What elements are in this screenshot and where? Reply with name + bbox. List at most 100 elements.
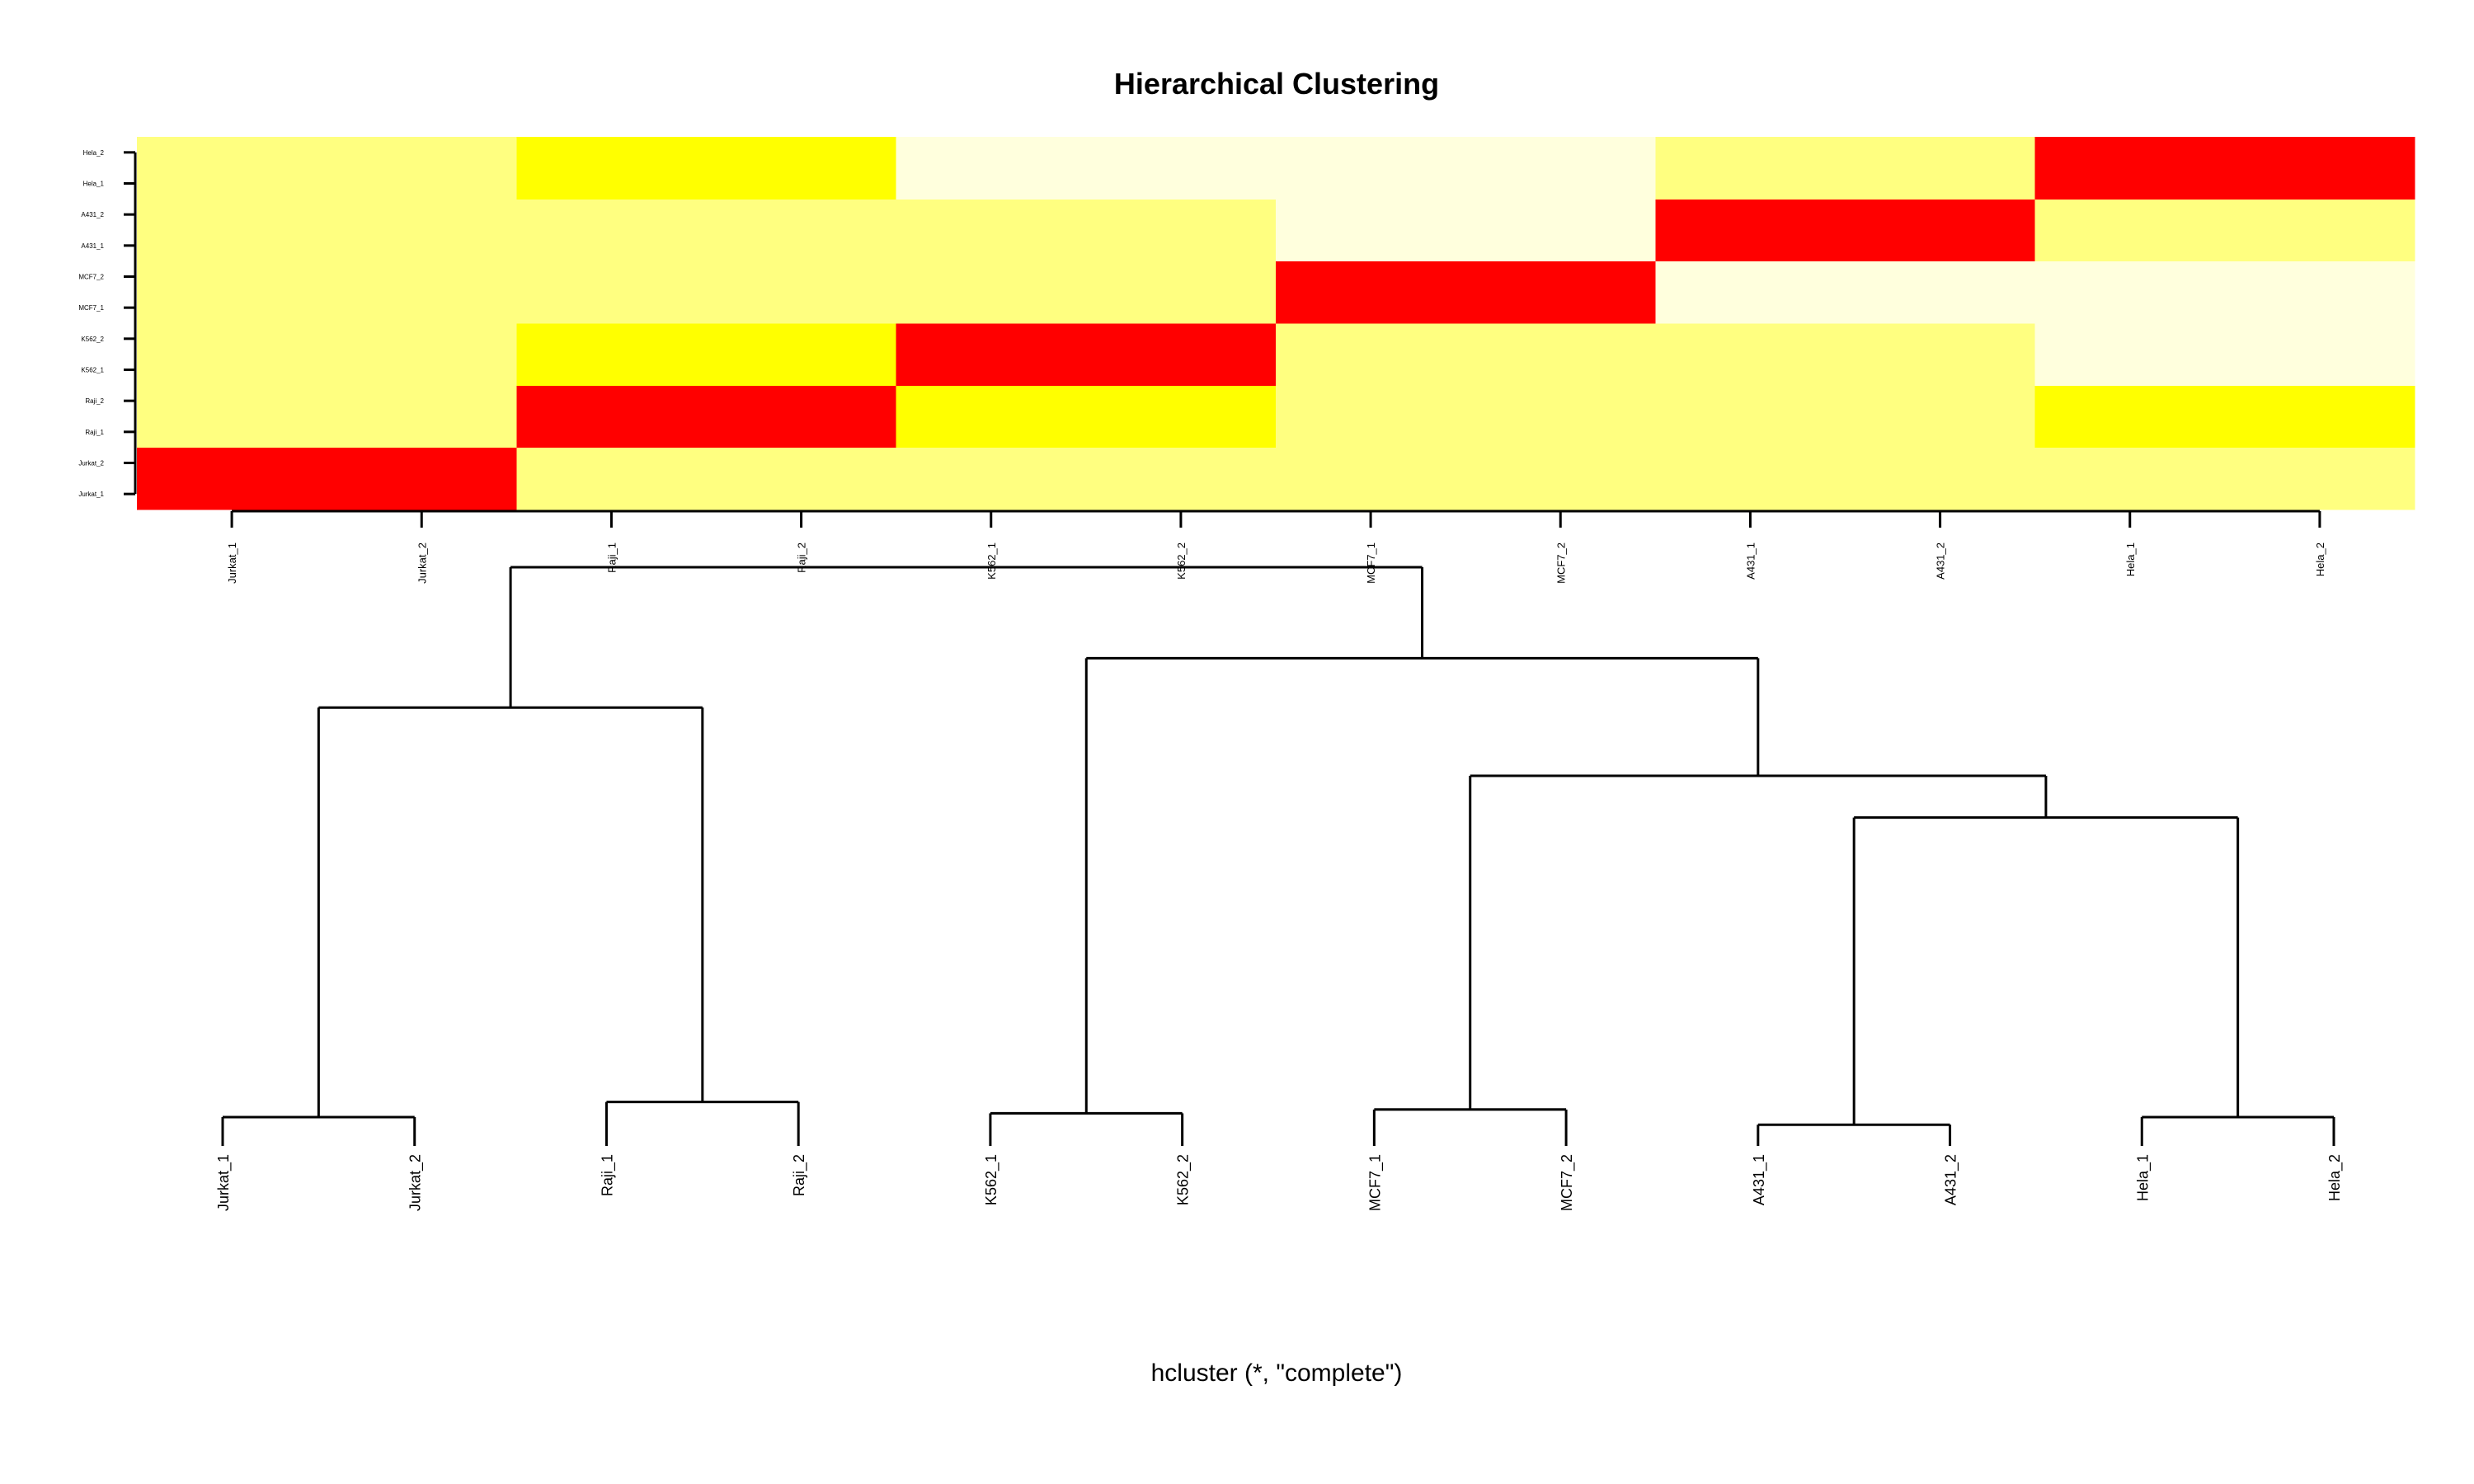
heatmap-cell-Hela_1-A431_2	[1845, 167, 2036, 200]
heatmap-cell-K562_2-Hela_2	[2224, 323, 2415, 355]
heatmap-cell-K562_1-Jurkat_2	[327, 354, 517, 386]
heatmap-cell-Raji_1-Jurkat_2	[327, 416, 517, 448]
heatmap-cell-MCF7_1-MCF7_2	[1465, 292, 1656, 324]
heatmap-cell-Jurkat_1-Raji_2	[706, 478, 897, 510]
heatmap-cell-Jurkat_1-Raji_1	[516, 478, 707, 510]
heatmap-cell-Raji_2-A431_2	[1845, 385, 2036, 417]
heatmap-cell-K562_1-Hela_2	[2224, 354, 2415, 386]
heatmap-y-tick-label: Hela_1	[83, 181, 105, 188]
heatmap-cell-K562_2-Raji_2	[706, 323, 897, 355]
heatmap-cell-MCF7_1-K562_1	[896, 292, 1087, 324]
heatmap-x-tick-label: Raji_2	[796, 542, 808, 573]
heatmap-cell-MCF7_1-K562_2	[1085, 292, 1277, 324]
heatmap-x-tick-label: MCF7_1	[1365, 542, 1377, 584]
heatmap-x-tick-label: Raji_1	[605, 542, 618, 573]
heatmap-cell-Raji_2-MCF7_1	[1276, 385, 1466, 417]
heatmap-cell-Hela_2-MCF7_2	[1465, 137, 1656, 169]
heatmap-cell-A431_1-K562_2	[1085, 230, 1277, 262]
heatmap-cell-A431_2-MCF7_2	[1465, 199, 1656, 231]
heatmap-cell-Hela_2-Raji_1	[516, 137, 707, 169]
heatmap-cell-A431_1-A431_1	[1655, 230, 1846, 262]
heatmap-cell-A431_2-Hela_2	[2224, 199, 2415, 231]
heatmap-cell-Jurkat_2-A431_2	[1845, 447, 2036, 479]
heatmap-x-tick-label: A431_1	[1744, 542, 1757, 580]
heatmap-cell-A431_1-Raji_1	[516, 230, 707, 262]
dendrogram-leaf-label: Raji_2	[791, 1154, 808, 1196]
heatmap-y-tick-label: Jurkat_2	[78, 460, 104, 467]
heatmap-cell-A431_1-MCF7_2	[1465, 230, 1656, 262]
heatmap-cell-Raji_1-K562_2	[1085, 416, 1277, 448]
heatmap-cell-MCF7_2-Hela_1	[2034, 261, 2226, 293]
heatmap-cell-A431_2-A431_1	[1655, 199, 1846, 231]
heatmap-cell-K562_1-Hela_1	[2034, 354, 2226, 386]
heatmap-cell-Jurkat_1-MCF7_1	[1276, 478, 1466, 510]
heatmap-cell-Jurkat_2-Raji_2	[706, 447, 897, 479]
dendrogram-leaf-label: A431_2	[1943, 1154, 1960, 1205]
heatmap-cell-Hela_1-K562_1	[896, 167, 1087, 200]
heatmap-cell-Hela_2-MCF7_1	[1276, 137, 1466, 169]
heatmap-cell-Hela_2-Raji_2	[706, 137, 897, 169]
heatmap-y-tick-label: Raji_1	[85, 429, 104, 436]
heatmap-cell-MCF7_1-Jurkat_1	[137, 292, 327, 324]
heatmap-cell-Hela_1-Raji_1	[516, 167, 707, 200]
heatmap-cell-Raji_2-K562_1	[896, 385, 1087, 417]
heatmap-cell-A431_2-K562_1	[896, 199, 1087, 231]
dendrogram-method-label: hcluster (*, "complete")	[1151, 1360, 1403, 1387]
heatmap-cell-Jurkat_2-K562_1	[896, 447, 1087, 479]
heatmap-cell-A431_2-Raji_2	[706, 199, 897, 231]
heatmap-cell-A431_1-MCF7_1	[1276, 230, 1466, 262]
heatmap-y-tick-label: A431_1	[81, 242, 104, 250]
heatmap-cell-K562_2-MCF7_2	[1465, 323, 1656, 355]
heatmap-cell-Hela_1-Jurkat_2	[327, 167, 517, 200]
heatmap-cell-K562_2-Jurkat_1	[137, 323, 327, 355]
heatmap-cell-K562_2-Raji_1	[516, 323, 707, 355]
heatmap-cell-Jurkat_1-MCF7_2	[1465, 478, 1656, 510]
heatmap-cell-Jurkat_1-Jurkat_2	[327, 478, 517, 510]
dendrogram-leaf-label: MCF7_2	[1559, 1154, 1576, 1211]
heatmap-cell-A431_1-Jurkat_1	[137, 230, 327, 262]
heatmap-y-tick-label: K562_1	[81, 367, 104, 374]
heatmap-cell-K562_2-K562_2	[1085, 323, 1277, 355]
heatmap-cell-Raji_2-Raji_2	[706, 385, 897, 417]
heatmap-cell-Hela_2-Hela_1	[2034, 137, 2226, 169]
heatmap-cell-Jurkat_2-Raji_1	[516, 447, 707, 479]
heatmap-cell-Hela_1-MCF7_2	[1465, 167, 1656, 200]
heatmap-cell-K562_2-Jurkat_2	[327, 323, 517, 355]
heatmap-cell-Raji_2-K562_2	[1085, 385, 1277, 417]
heatmap-y-tick-label: A431_2	[81, 211, 104, 218]
dendrogram-leaf-label: Jurkat_2	[407, 1154, 425, 1211]
heatmap-y-tick-label: Hela_2	[83, 149, 105, 157]
dendrogram: Jurkat_1 Jurkat_2 Raji_1 Raji_2 K562_1 K562_2…	[215, 566, 2344, 1211]
heatmap-cell-Jurkat_2-MCF7_1	[1276, 447, 1466, 479]
heatmap-cell-K562_2-MCF7_1	[1276, 323, 1466, 355]
heatmap-axes: Jurkat_1 Jurkat_2 Raji_1 Raji_2 K562_1 K562_2…	[78, 149, 2326, 584]
heatmap-cell-Raji_1-Hela_2	[2224, 416, 2415, 448]
heatmap-cell-Jurkat_1-Hela_1	[2034, 478, 2226, 510]
heatmap-cell-Jurkat_2-Jurkat_2	[327, 447, 517, 479]
heatmap-cell-Jurkat_2-MCF7_2	[1465, 447, 1656, 479]
heatmap-cell-K562_2-Hela_1	[2034, 323, 2226, 355]
heatmap-cell-MCF7_1-Hela_2	[2224, 292, 2415, 324]
heatmap-cell-K562_1-K562_1	[896, 354, 1087, 386]
heatmap-x-tick-label: Hela_2	[2314, 542, 2326, 576]
heatmap-cell-K562_1-Jurkat_1	[137, 354, 327, 386]
heatmap-cell-Jurkat_2-A431_1	[1655, 447, 1846, 479]
heatmap-cell-MCF7_2-Hela_2	[2224, 261, 2415, 293]
heatmap-cell-A431_1-Hela_2	[2224, 230, 2415, 262]
heatmap-cell-Hela_1-Jurkat_1	[137, 167, 327, 200]
heatmap-cell-A431_2-K562_2	[1085, 199, 1277, 231]
heatmap-cell-MCF7_2-Jurkat_1	[137, 261, 327, 293]
heatmap-cell-K562_2-A431_1	[1655, 323, 1846, 355]
heatmap-cell-Raji_1-K562_1	[896, 416, 1087, 448]
heatmap-cell-K562_1-K562_2	[1085, 354, 1277, 386]
heatmap-cell-MCF7_2-Raji_1	[516, 261, 707, 293]
heatmap-cell-MCF7_1-Hela_1	[2034, 292, 2226, 324]
heatmap-y-tick-label: K562_2	[81, 336, 104, 343]
heatmap-cell-K562_2-K562_1	[896, 323, 1087, 355]
heatmap-cell-Hela_2-K562_1	[896, 137, 1087, 169]
heatmap-cell-K562_1-Raji_2	[706, 354, 897, 386]
heatmap-cell-Hela_2-K562_2	[1085, 137, 1277, 169]
heatmap-cell-K562_1-A431_2	[1845, 354, 2036, 386]
heatmap-cell-Jurkat_1-K562_2	[1085, 478, 1277, 510]
heatmap-cell-Raji_2-Hela_2	[2224, 385, 2415, 417]
